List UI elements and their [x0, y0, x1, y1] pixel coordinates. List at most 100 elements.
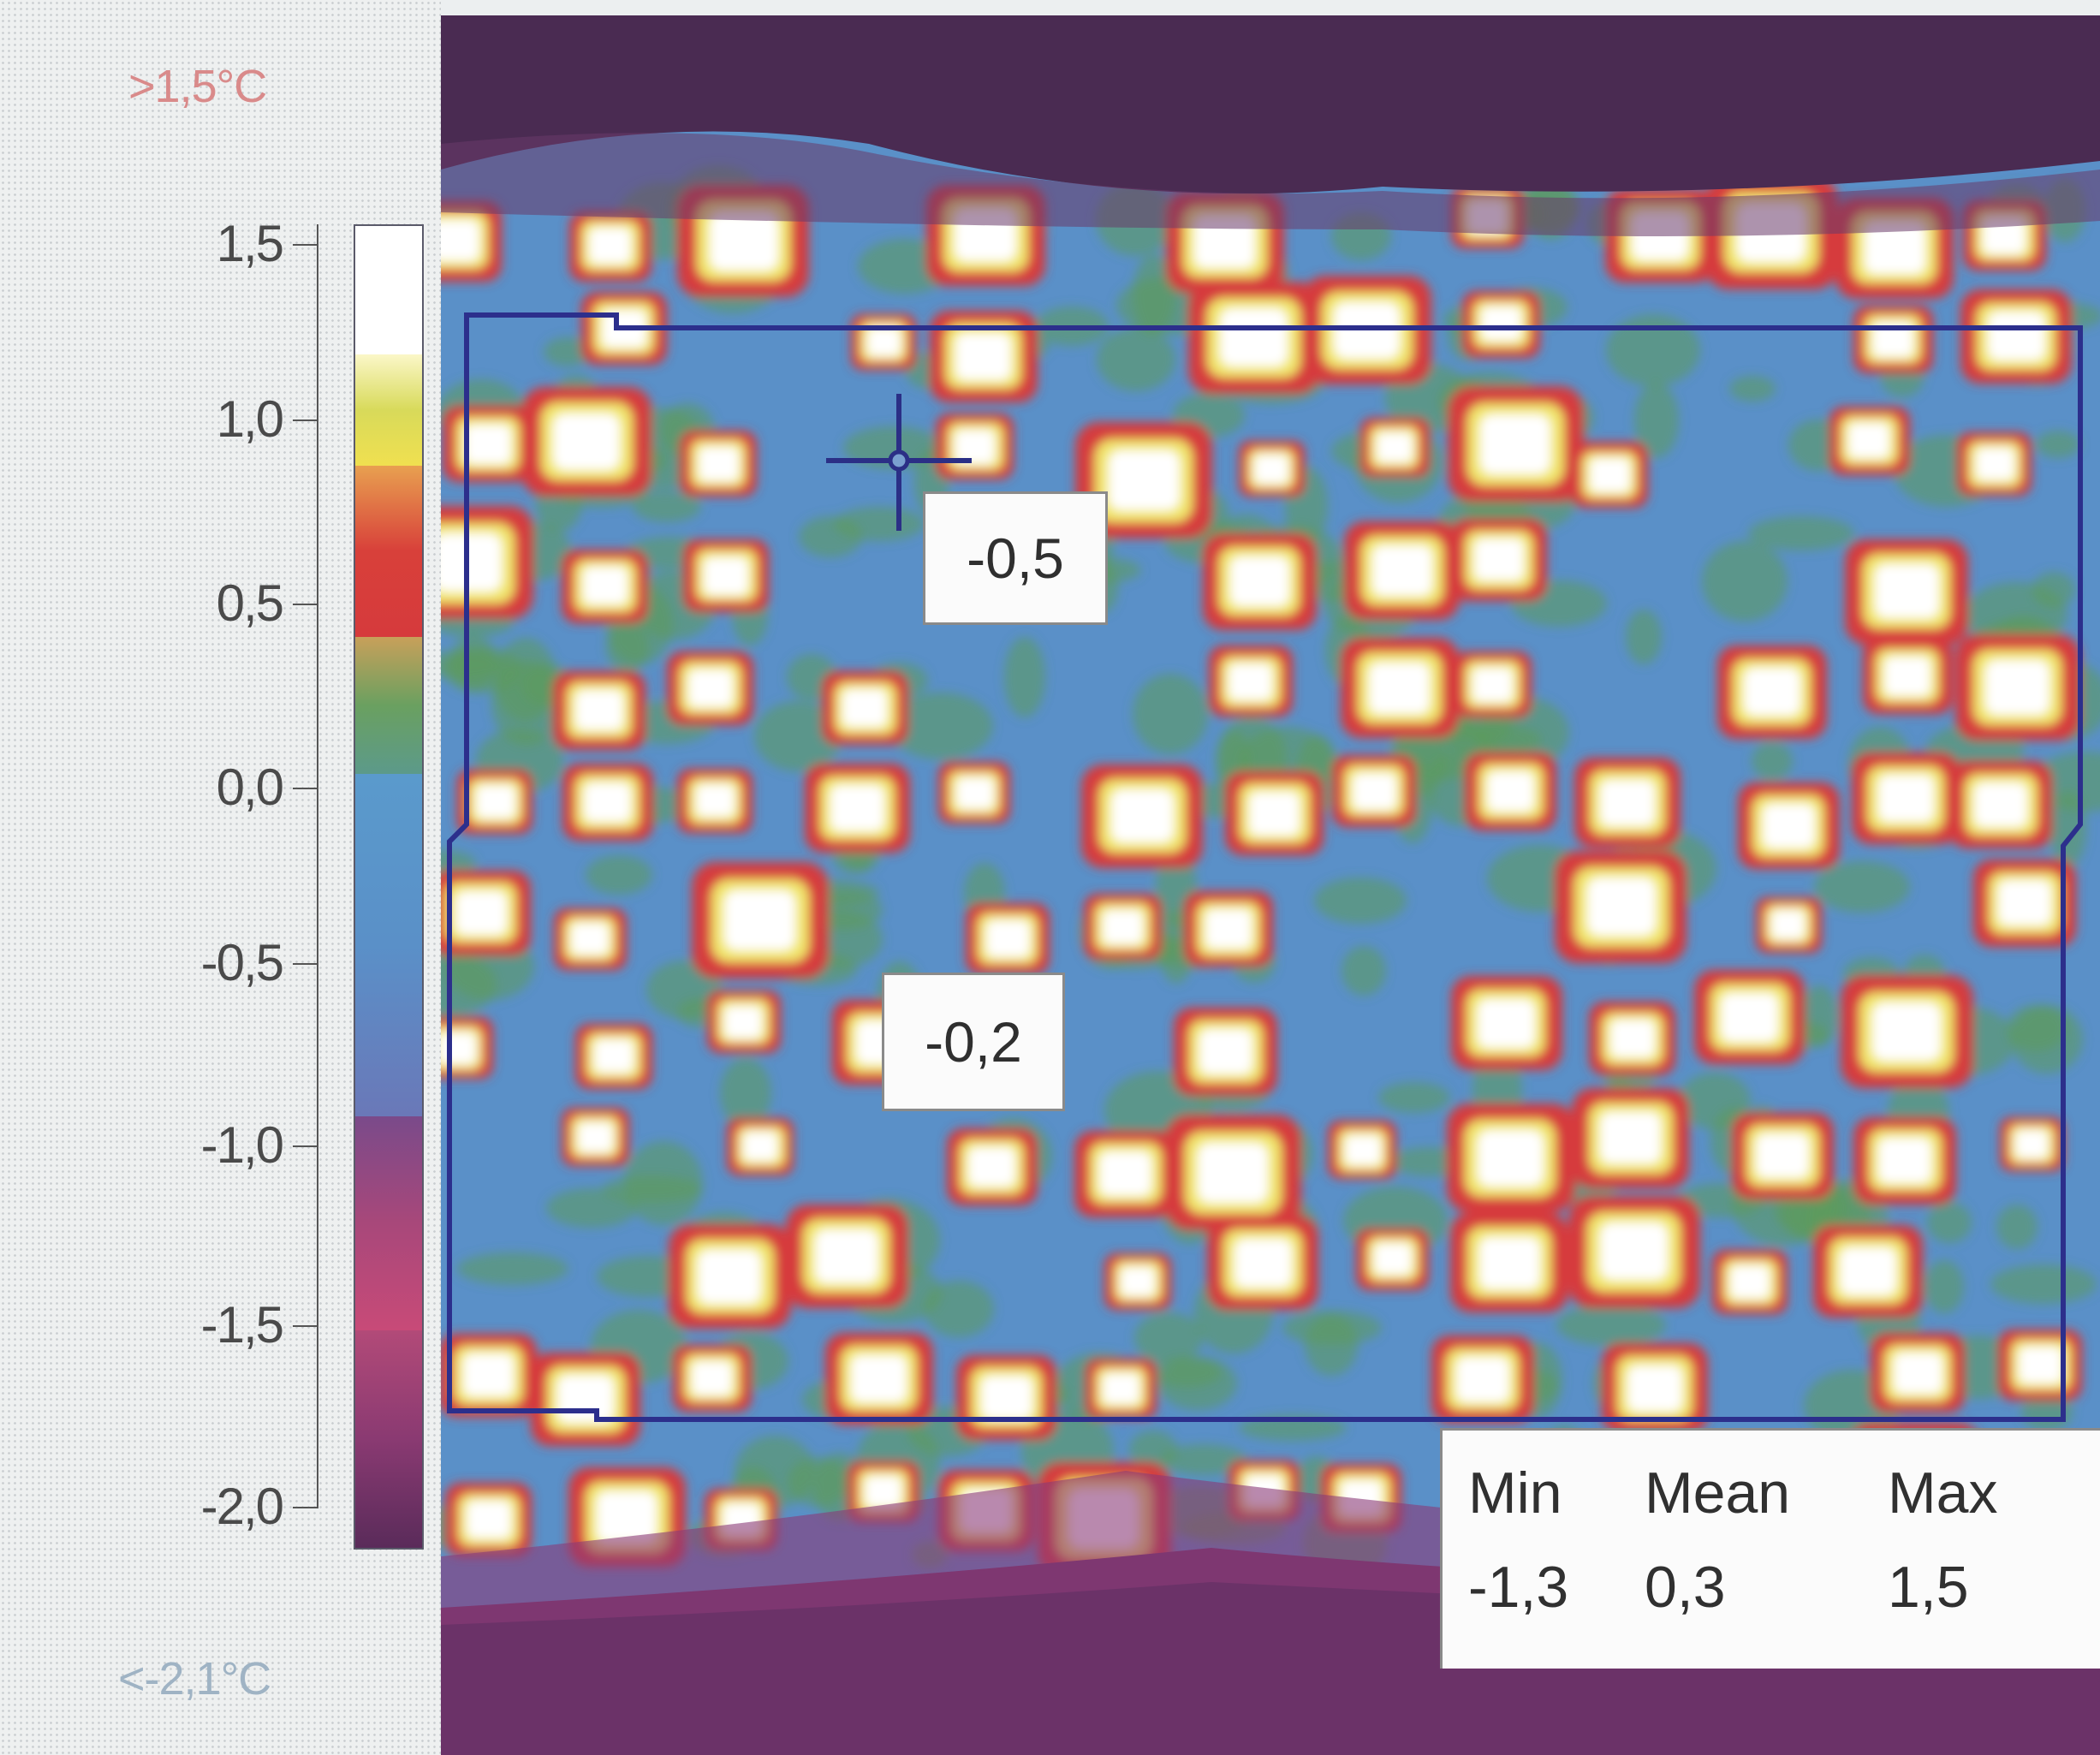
scale-tick-label: 1,5 — [216, 215, 284, 272]
thermal-texture-patch — [2036, 431, 2080, 458]
colorbar-band-neutral — [355, 637, 422, 774]
hot-spot — [1478, 1130, 1544, 1187]
hot-spot — [1763, 804, 1815, 848]
hot-spot — [1884, 657, 1930, 696]
hot-spot — [865, 1476, 901, 1508]
thermal-texture-patch — [1626, 610, 1662, 664]
hot-spot — [594, 1039, 634, 1073]
hot-spot — [1600, 1112, 1661, 1163]
thermal-texture-patch — [1133, 674, 1208, 754]
scale-tick-label: 1,0 — [216, 390, 284, 448]
measurement-label-1: -0,5 — [923, 491, 1108, 625]
hot-spot — [553, 413, 620, 470]
hot-spot — [743, 1132, 777, 1161]
hot-spot — [1374, 1243, 1412, 1275]
hot-spot — [571, 923, 609, 955]
hot-spot — [1730, 1265, 1770, 1299]
hot-spot — [1878, 1138, 1931, 1183]
thermal-texture-patch — [633, 491, 701, 522]
colorbar-band-mid — [355, 466, 422, 637]
thermal-texture-patch — [1748, 516, 1854, 550]
hot-spot — [465, 425, 511, 464]
hot-spot — [1249, 792, 1300, 836]
hot-spot — [1848, 423, 1889, 458]
stat-max-value: 1,5 — [1888, 1555, 1969, 1620]
hot-spot — [1234, 1239, 1292, 1288]
scale-tick-label: 0,5 — [216, 574, 284, 632]
colorbar-band-hot — [355, 226, 422, 354]
hot-spot — [1220, 308, 1288, 366]
hot-spot — [1372, 545, 1432, 596]
hot-spot — [1099, 1151, 1151, 1196]
scale-tick-label: 0,0 — [216, 759, 284, 816]
hot-spot — [1230, 556, 1289, 606]
thermal-texture-patch — [1679, 1073, 1751, 1129]
hot-spot — [1985, 660, 2049, 715]
thermal-texture-patch — [799, 516, 862, 557]
thermal-texture-patch — [2032, 572, 2075, 608]
stat-min-value: -1,3 — [1468, 1555, 1569, 1620]
thermal-texture-patch — [720, 1058, 771, 1128]
stat-mean-column: Mean 0,3 — [1645, 1460, 1790, 1648]
hot-spot — [1487, 771, 1534, 812]
hot-spot — [1228, 663, 1272, 700]
stat-max-column: Max 1,5 — [1888, 1460, 1997, 1648]
thermal-texture-patch — [544, 337, 592, 366]
thermal-texture-patch — [1702, 541, 1788, 622]
hot-spot — [1721, 993, 1778, 1042]
thermal-texture-patch — [1996, 1205, 2038, 1249]
hot-spot — [1103, 910, 1143, 944]
hot-spot — [986, 920, 1030, 957]
thermal-texture-patch — [450, 635, 497, 692]
thermal-texture-patch — [624, 1141, 703, 1225]
hot-spot — [1600, 780, 1655, 826]
stat-max-label: Max — [1888, 1461, 1998, 1526]
hot-spot — [589, 228, 631, 264]
hot-spot — [1771, 910, 1805, 939]
hot-spot — [981, 1376, 1032, 1419]
thermal-texture-patch — [1556, 1305, 1666, 1346]
hot-spot — [1587, 878, 1656, 936]
stat-mean-label: Mean — [1645, 1461, 1791, 1526]
hot-spot — [1474, 538, 1524, 580]
hot-spot — [1894, 1353, 1942, 1394]
hot-spot — [1872, 1002, 1941, 1061]
crosshair-marker — [826, 394, 972, 531]
thermal-texture-patch — [889, 693, 993, 759]
scale-tick — [293, 1145, 318, 1147]
hot-spot — [1194, 216, 1255, 268]
scale-tick — [293, 963, 318, 965]
scale-axis-line — [317, 224, 318, 1508]
hot-spot — [1590, 458, 1630, 492]
thermal-texture-patch — [1990, 1264, 2097, 1304]
hot-spot — [1478, 999, 1535, 1048]
hot-spot — [467, 1501, 511, 1538]
thermal-texture-patch — [1097, 328, 1175, 391]
hot-spot — [1875, 564, 1939, 618]
hot-spot — [1109, 450, 1180, 510]
hot-spot — [815, 1229, 878, 1283]
hot-spot — [1205, 909, 1252, 949]
statistics-box: Min -1,3 Mean 0,3 Max 1,5 — [1440, 1428, 2100, 1669]
hot-spot — [851, 1355, 907, 1402]
scale-tick-label: -2,0 — [200, 1478, 284, 1535]
hot-spot — [441, 220, 479, 261]
hot-spot — [441, 533, 502, 592]
colorbar-band-coldest — [355, 1330, 422, 1548]
hot-spot — [597, 1491, 657, 1543]
scale-min-label: <-2,1°C — [118, 1653, 271, 1704]
hot-spot — [463, 1353, 514, 1396]
thermal-texture-patch — [2050, 790, 2086, 867]
thermal-texture-patch — [1752, 742, 1793, 780]
thermal-texture-patch — [1153, 1357, 1222, 1388]
hot-spot — [1377, 432, 1413, 462]
hot-spot — [955, 430, 995, 464]
hot-spot — [842, 689, 887, 727]
hot-spot — [1610, 1020, 1655, 1057]
thermal-texture-patch — [1801, 985, 1837, 1047]
colorbar-band-cool — [355, 774, 422, 1116]
thermal-texture-patch — [1134, 1312, 1203, 1364]
hot-spot — [867, 327, 901, 356]
hot-spot — [1974, 782, 2027, 827]
thermal-texture-patch — [1925, 1260, 1964, 1313]
